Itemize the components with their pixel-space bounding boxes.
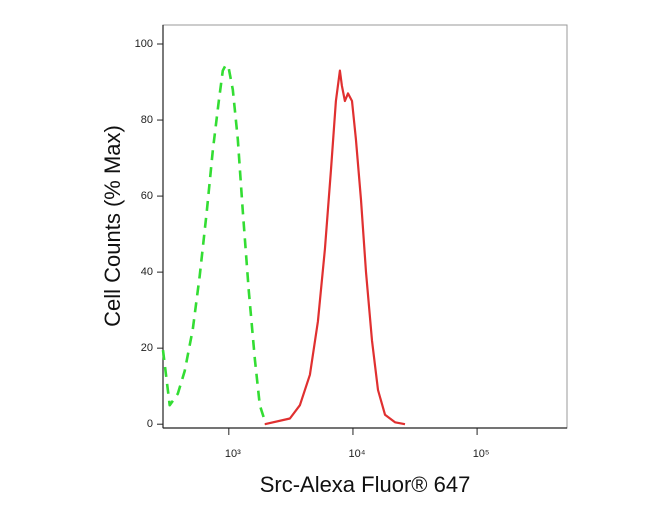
series-line [161, 63, 268, 425]
y-tick-label: 0 [147, 418, 153, 430]
y-tick-label: 100 [135, 38, 153, 50]
x-tick-label: 10⁴ [348, 448, 365, 460]
y-tick-label: 20 [141, 342, 153, 354]
x-axis-title: Src-Alexa Fluor® 647 [260, 472, 471, 497]
x-tick-label: 10⁵ [473, 448, 490, 460]
x-tick-label: 10³ [225, 448, 241, 460]
y-tick-label: 40 [141, 266, 153, 278]
plot-frame [162, 24, 568, 429]
series-line [264, 69, 406, 426]
y-tick-label: 60 [141, 190, 153, 202]
y-tick-label: 80 [141, 114, 153, 126]
y-axis-title: Cell Counts (% Max) [100, 125, 125, 327]
